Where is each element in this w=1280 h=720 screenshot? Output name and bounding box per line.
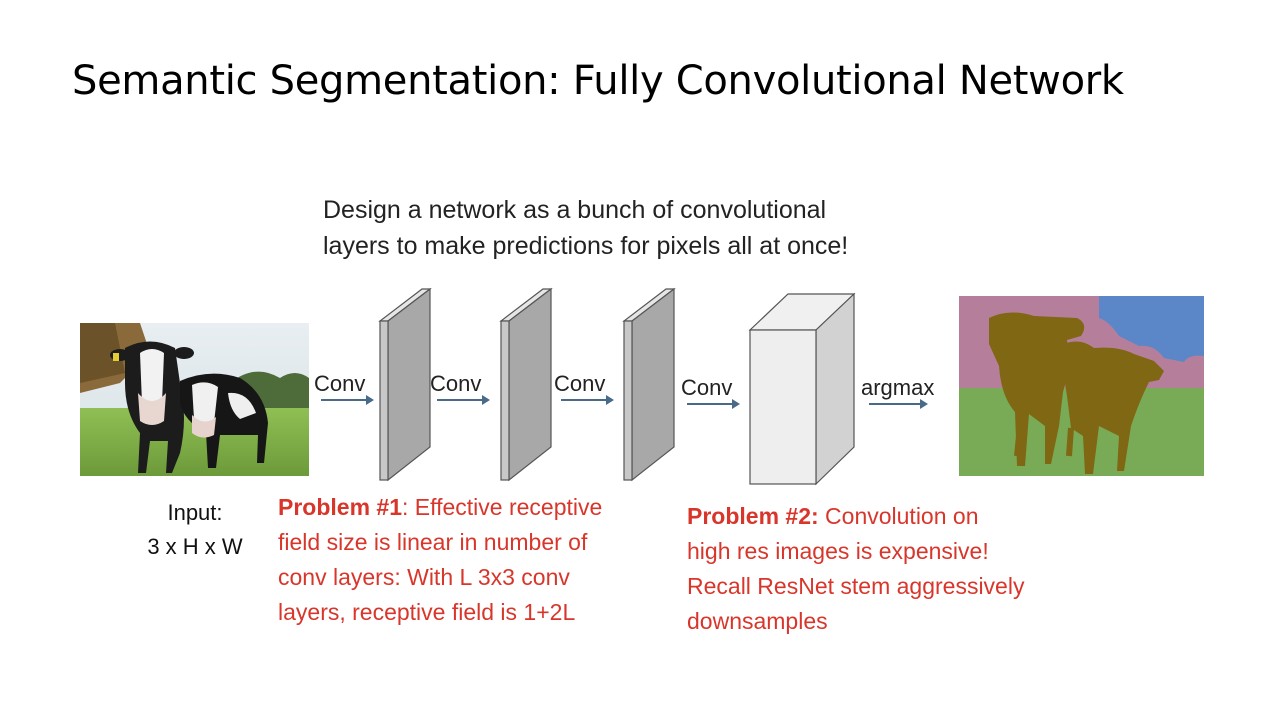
problem-2-line-2: high res images is expensive! bbox=[687, 538, 989, 564]
op-label-conv-4: Conv bbox=[681, 375, 733, 400]
conv-layer-block-1 bbox=[378, 287, 432, 482]
op-label-conv-1: Conv bbox=[314, 371, 366, 396]
arrow-right-icon bbox=[437, 395, 490, 405]
problem-2-line-3: Recall ResNet stem aggressively bbox=[687, 573, 1025, 599]
slide-title: Semantic Segmentation: Fully Convolution… bbox=[72, 58, 1124, 104]
arrow-right-icon bbox=[561, 395, 614, 405]
problem-1-line-3: conv layers: With L 3x3 conv bbox=[278, 564, 570, 590]
input-caption-shape: 3 x H x W bbox=[147, 534, 243, 559]
arrow-right-icon bbox=[687, 399, 740, 409]
problem-1-note: Problem #1: Effective receptive field si… bbox=[278, 490, 602, 630]
segmentation-output bbox=[959, 296, 1204, 476]
problem-2-line-4: downsamples bbox=[687, 608, 828, 634]
output-scores-block bbox=[748, 292, 856, 486]
conv-layer-block-2 bbox=[499, 287, 553, 482]
problem-1-line-4: layers, receptive field is 1+2L bbox=[278, 599, 576, 625]
problem-2-label: Problem #2: bbox=[687, 503, 819, 529]
op-label-argmax: argmax bbox=[861, 375, 935, 400]
problem-1-line-2: field size is linear in number of bbox=[278, 529, 588, 555]
op-label-conv-2: Conv bbox=[430, 371, 482, 396]
problem-1-line-1: : Effective receptive bbox=[402, 494, 603, 520]
design-line-2: layers to make predictions for pixels al… bbox=[323, 232, 849, 260]
input-caption: Input: 3 x H x W bbox=[120, 496, 270, 564]
design-description: Design a network as a bunch of convoluti… bbox=[323, 192, 848, 264]
op-label-conv-3: Conv bbox=[554, 371, 606, 396]
input-caption-label: Input: bbox=[167, 500, 223, 525]
input-cow-photo bbox=[80, 323, 309, 476]
problem-2-line-1: Convolution on bbox=[818, 503, 979, 529]
arrow-right-icon bbox=[869, 399, 928, 409]
design-line-1: Design a network as a bunch of convoluti… bbox=[323, 196, 827, 224]
conv-layer-block-3 bbox=[622, 287, 676, 482]
problem-1-label: Problem #1 bbox=[278, 494, 402, 520]
problem-2-note: Problem #2: Convolution on high res imag… bbox=[687, 499, 1024, 639]
arrow-right-icon bbox=[321, 395, 374, 405]
